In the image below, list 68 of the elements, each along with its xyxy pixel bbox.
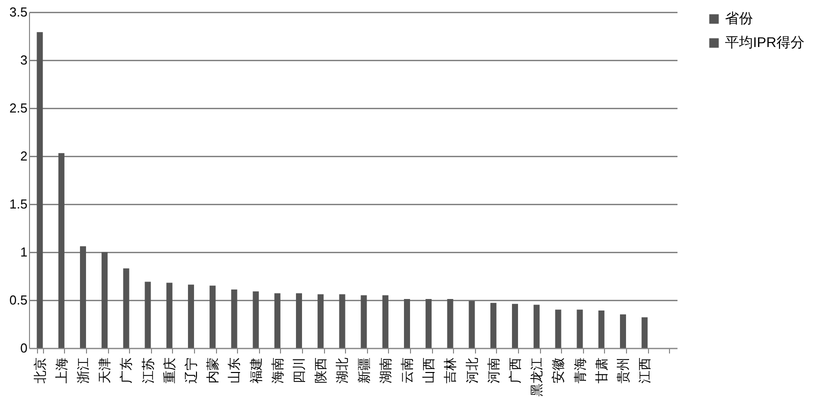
bar	[296, 293, 302, 348]
x-tick-label: 山东	[226, 358, 242, 384]
y-tick-label: 1	[20, 244, 28, 260]
x-tick-label: 贵州	[616, 358, 630, 384]
bar	[642, 317, 648, 348]
bar	[490, 302, 496, 348]
x-tick-label: 重庆	[162, 358, 177, 384]
x-tick-label: 海南	[270, 358, 285, 384]
y-tick-label: 0	[20, 340, 28, 356]
legend-label: 平均IPR得分	[725, 34, 804, 50]
x-tick-label: 内蒙	[205, 358, 220, 384]
bar	[534, 304, 540, 348]
bar	[166, 282, 172, 348]
x-tick-label: 甘肃	[594, 358, 609, 384]
bar	[123, 268, 130, 348]
y-tick-label: 2.5	[9, 100, 28, 116]
bar	[620, 314, 626, 348]
x-tick-label: 江苏	[140, 358, 156, 384]
x-tick-label: 湖南	[378, 358, 393, 384]
bar	[58, 153, 64, 348]
x-tick-label: 浙江	[76, 358, 90, 384]
x-tick-label: 安徽	[550, 358, 566, 384]
x-tick-label: 广西	[508, 358, 522, 384]
y-tick-label: 0.5	[9, 292, 28, 308]
x-tick-label: 新疆	[356, 358, 372, 384]
legend-label: 省份	[725, 10, 753, 26]
y-tick-label: 3.5	[9, 4, 28, 20]
x-tick-label: 四川	[292, 358, 306, 384]
y-tick-label: 2	[20, 148, 28, 164]
x-tick-label: 湖北	[334, 358, 350, 384]
bar	[426, 299, 432, 348]
x-tick-label: 广东	[118, 358, 134, 384]
x-tick-label: 青海	[572, 358, 588, 384]
x-tick-label: 河南	[486, 358, 501, 384]
x-tick-label: 山西	[421, 358, 436, 384]
x-tick-label: 福建	[248, 358, 264, 384]
bar	[210, 286, 216, 348]
bar	[382, 295, 388, 348]
y-tick-label: 3	[20, 52, 28, 68]
x-tick-label: 天津	[97, 358, 112, 384]
bar	[274, 293, 280, 348]
x-tick-label: 云南	[400, 358, 414, 384]
bar	[555, 310, 562, 348]
x-tick-label: 黑龙江	[529, 358, 544, 396]
bar	[598, 310, 604, 348]
bar	[188, 284, 194, 348]
bar	[339, 294, 346, 348]
bar	[80, 246, 86, 348]
bar	[318, 294, 324, 348]
bar	[231, 289, 238, 348]
x-tick-label: 吉林	[442, 358, 458, 384]
bar	[102, 252, 108, 348]
bar	[252, 291, 259, 348]
x-tick-label: 北京	[32, 358, 48, 384]
x-tick-label: 陕西	[313, 358, 328, 384]
bar	[360, 295, 367, 348]
x-tick-label: 河北	[464, 358, 480, 384]
bar	[36, 32, 43, 348]
bar	[576, 310, 583, 348]
bar	[512, 304, 518, 348]
bar	[404, 299, 410, 348]
x-tick-label: 上海	[54, 358, 69, 384]
bar	[468, 300, 475, 348]
bar	[447, 299, 454, 348]
bar	[144, 282, 151, 348]
y-tick-label: 1.5	[9, 196, 28, 212]
x-tick-label: 辽宁	[184, 358, 198, 384]
x-tick-label: 江西	[637, 358, 652, 384]
